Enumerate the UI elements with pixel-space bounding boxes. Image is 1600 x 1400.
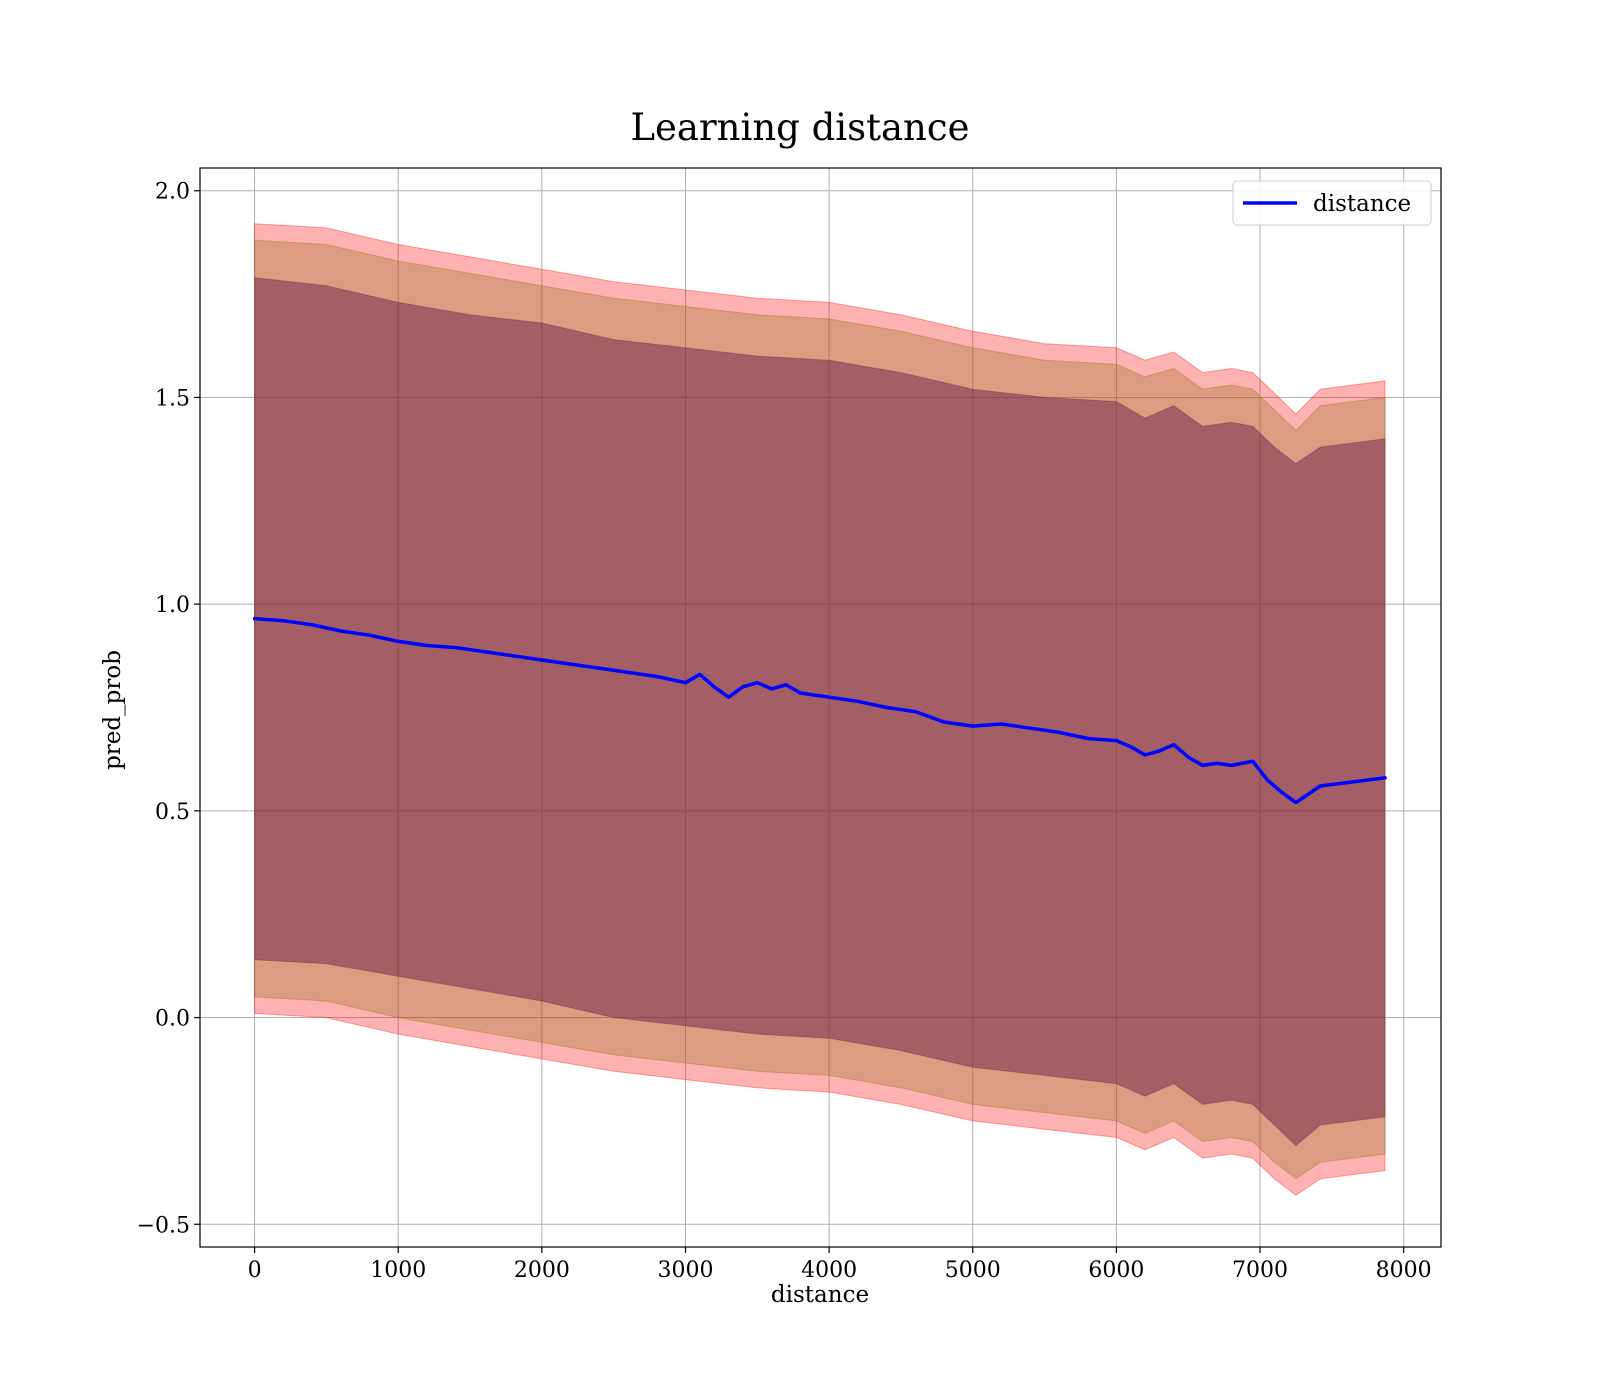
y-tick-label: 2.0 bbox=[155, 180, 190, 205]
y-axis-label: pred_prob bbox=[100, 650, 126, 770]
legend-label-distance: distance bbox=[1313, 191, 1411, 217]
x-axis-label: distance bbox=[771, 1282, 869, 1308]
x-tick-label: 1000 bbox=[370, 1258, 426, 1283]
x-axis-ticks: 0 1000 2000 3000 4000 5000 6000 7000 8000 bbox=[248, 1247, 1432, 1283]
band-inner bbox=[254, 277, 1386, 1147]
legend: distance bbox=[1232, 180, 1432, 226]
x-tick-label: 2000 bbox=[514, 1258, 570, 1283]
x-tick-label: 6000 bbox=[1088, 1258, 1144, 1283]
y-tick-label: 1.5 bbox=[155, 386, 190, 411]
y-tick-label: −0.5 bbox=[137, 1213, 190, 1238]
y-tick-label: 0.0 bbox=[155, 1007, 190, 1032]
series-lines bbox=[252, 616, 1387, 805]
x-tick-label: 5000 bbox=[945, 1258, 1001, 1283]
x-tick-label: 0 bbox=[248, 1258, 262, 1283]
x-tick-label: 7000 bbox=[1232, 1258, 1288, 1283]
plot-frame bbox=[199, 167, 1442, 1248]
y-axis-ticks: −0.5 0.0 0.5 1.0 1.5 2.0 bbox=[137, 180, 200, 1238]
chart-title: Learning distance bbox=[630, 106, 969, 149]
confidence-bands bbox=[254, 223, 1386, 1196]
x-tick-label: 4000 bbox=[801, 1258, 857, 1283]
legend-box bbox=[1232, 180, 1432, 226]
y-tick-label: 1.0 bbox=[155, 593, 190, 618]
series-line-distance bbox=[252, 616, 1387, 805]
x-tick-label: 8000 bbox=[1376, 1258, 1432, 1283]
x-tick-label: 3000 bbox=[657, 1258, 713, 1283]
y-tick-label: 0.5 bbox=[155, 800, 190, 825]
